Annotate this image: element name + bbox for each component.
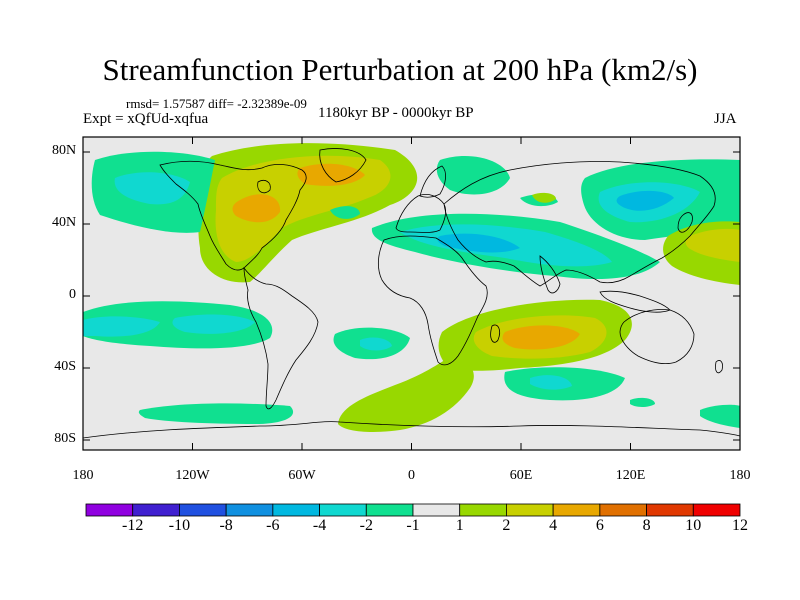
- contour-southern-negative-far-east: [700, 404, 740, 428]
- longitude-label: 60W: [288, 468, 316, 483]
- coast-europe: [395, 194, 447, 233]
- colorbar-swatch: [646, 503, 694, 517]
- colorbar-swatch: [365, 503, 414, 517]
- coast-antarctica: [82, 421, 741, 439]
- coast-greenland: [319, 148, 367, 183]
- coast-india: [539, 255, 561, 294]
- latitude-label: 0: [69, 287, 76, 302]
- colorbar-swatch: [506, 503, 554, 517]
- contour-southern-negative-west: [138, 403, 294, 424]
- contour-southern-positive-tongue: [338, 359, 474, 432]
- longitude-label: 0: [408, 468, 415, 483]
- contour-arctic-negative: [436, 156, 510, 195]
- colorbar-label: 2: [502, 517, 511, 534]
- colorbar-label: -6: [266, 517, 280, 534]
- colorbar-label: 12: [732, 517, 748, 534]
- colorbar-swatch: [552, 503, 601, 517]
- longitude-label: 120W: [175, 468, 210, 483]
- contour-southern-negative-east-inner: [530, 375, 572, 390]
- contour-ne-pacific-negative: [330, 206, 360, 219]
- colorbar-label: -12: [122, 517, 144, 534]
- stats-text: rmsd= 1.57587 diff= -2.32389e-09: [126, 96, 307, 111]
- axis-ticks: [82, 137, 741, 450]
- coast-south-america: [243, 266, 319, 410]
- coast-new-zealand: [715, 360, 723, 374]
- colorbar-label: 1: [455, 517, 464, 534]
- coast-north-america: [159, 160, 307, 271]
- latitude-label: 80S: [54, 431, 76, 446]
- colorbar-swatch: [272, 503, 320, 517]
- latitude-label: 40S: [54, 359, 76, 374]
- coast-madagascar: [490, 324, 500, 343]
- contour-fields: [83, 143, 740, 432]
- colorbar-swatch: [599, 503, 647, 517]
- contour-southern-negative-small: [630, 397, 655, 407]
- contour-indian-positive-core: [502, 325, 580, 350]
- contour-spac-negative-inner-2: [172, 314, 255, 334]
- colorbar-label: 10: [685, 517, 702, 534]
- colorbar-swatch: [225, 503, 274, 517]
- coastlines: [82, 148, 741, 439]
- colorbar: [85, 503, 741, 517]
- colorbar-label: 4: [549, 517, 558, 534]
- coast-australia: [619, 309, 695, 364]
- plot-title: Streamfunction Perturbation at 200 hPa (…: [102, 52, 698, 87]
- coast-hudson-bay: [257, 180, 271, 194]
- colorbar-label: -2: [359, 517, 373, 534]
- contour-satl-negative-inner: [360, 337, 392, 351]
- longitude-label: 180: [729, 468, 751, 483]
- colorbar-label: 6: [595, 517, 604, 534]
- colorbar-label: -10: [168, 517, 191, 534]
- coast-asia: [443, 161, 716, 287]
- colorbar-swatch: [85, 503, 134, 517]
- contour-eurasia-negative-core: [437, 233, 520, 253]
- colorbar-label: -8: [219, 517, 233, 534]
- contour-spac-negative-inner: [83, 316, 160, 337]
- latitude-label: 40N: [52, 215, 77, 230]
- contour-na-positive-core-2: [297, 163, 365, 186]
- colorbar-label: -1: [406, 517, 420, 534]
- coast-scandinavia: [419, 165, 446, 198]
- latitude-label: 80N: [52, 143, 77, 158]
- longitude-label: 180: [72, 468, 94, 483]
- colorbar-label: -4: [312, 517, 327, 534]
- contour-asia-negative-core: [616, 190, 674, 211]
- coast-africa: [378, 235, 488, 366]
- season-label: JJA: [714, 111, 737, 127]
- contour-na-positive-core: [232, 194, 281, 223]
- longitude-label: 120E: [615, 468, 646, 483]
- colorbar-swatch: [179, 503, 227, 517]
- coast-japan: [677, 212, 693, 233]
- colorbar-swatch: [459, 503, 507, 517]
- colorbar-swatch: [412, 503, 461, 517]
- colorbar-swatch: [319, 503, 367, 517]
- contour-npac-negative-inner: [114, 172, 190, 205]
- period-label: 1180kyr BP - 0000kyr BP: [318, 105, 474, 121]
- contour-asia-small-positive: [532, 192, 556, 203]
- contour-wpac-positive-inner: [685, 228, 740, 262]
- experiment-label: Expt = xQfUd-xqfua: [83, 111, 209, 127]
- longitude-label: 60E: [509, 468, 533, 483]
- colorbar-swatch: [692, 503, 741, 517]
- colorbar-swatch: [132, 503, 180, 517]
- colorbar-label: 8: [642, 517, 651, 534]
